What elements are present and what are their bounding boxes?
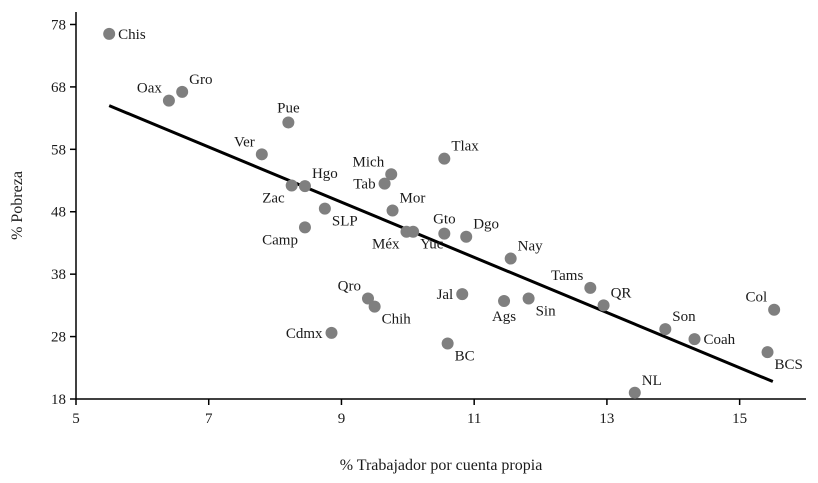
y-tick-label: 48 (51, 205, 66, 221)
data-point-hgo (298, 180, 311, 193)
point-label-chis: Chis (118, 27, 146, 43)
point-label-hgo: Hgo (312, 166, 338, 182)
trendline (108, 104, 774, 383)
data-point-son (659, 323, 672, 336)
point-labels: Chis Oax Gro Pue Ver Hgo Zac SLP Camp Mich Tab Mor M… (118, 27, 803, 389)
point-label-jal: Jal (437, 287, 454, 303)
y-tick-label: 78 (51, 17, 66, 33)
y-ticks: 18 28 38 48 58 68 78 (51, 17, 76, 408)
data-point-tams (584, 281, 597, 294)
y-tick-label: 28 (51, 330, 66, 346)
x-axis-title: % Trabajador por cuenta propia (340, 457, 543, 474)
point-label-slp: SLP (332, 214, 358, 230)
data-point-qr (597, 299, 610, 312)
point-label-gro: Gro (189, 72, 212, 88)
point-label-son: Son (672, 309, 696, 325)
x-tick-label: 11 (467, 411, 481, 427)
data-point-dgo (460, 230, 473, 243)
data-point-yuc (407, 225, 420, 238)
x-tick-label: 15 (732, 411, 747, 427)
data-point-chih (368, 300, 381, 313)
point-label-pue: Pue (277, 100, 300, 116)
data-point-nl (628, 386, 641, 399)
data-point-cdmx (325, 326, 338, 339)
y-tick-label: 38 (51, 267, 66, 283)
data-point-col (768, 303, 781, 316)
point-label-col: Col (745, 290, 767, 306)
point-label-chih: Chih (382, 312, 412, 328)
x-tick-label: 9 (338, 411, 346, 427)
point-label-mor: Mor (400, 190, 426, 206)
point-label-dgo: Dgo (473, 217, 499, 233)
data-point-qro (362, 292, 374, 305)
point-label-camp: Camp (262, 232, 298, 248)
data-point-gto (438, 227, 451, 240)
data-point-mor (386, 204, 399, 217)
x-ticks: 5 7 9 11 13 15 (72, 399, 747, 427)
point-label-cdmx: Cdmx (286, 326, 323, 342)
data-point-camp (298, 221, 311, 234)
x-tick-label: 5 (72, 411, 80, 427)
point-label-tab: Tab (353, 177, 375, 193)
data-points (103, 27, 781, 399)
point-label-sin: Sin (536, 304, 557, 320)
data-point-mich (385, 168, 398, 181)
data-point-ver (255, 148, 268, 161)
data-point-sin (522, 292, 535, 305)
point-label-nay: Nay (518, 239, 543, 255)
point-label-qro: Qro (338, 279, 361, 295)
data-point-jal (456, 288, 469, 301)
data-point-bcs (761, 346, 774, 359)
point-label-ags: Ags (492, 309, 516, 325)
point-label-tlax: Tlax (451, 139, 479, 155)
x-tick-label: 7 (205, 411, 213, 427)
y-tick-label: 18 (51, 392, 66, 408)
point-label-ver: Ver (234, 134, 255, 150)
data-point-gro (176, 85, 189, 98)
data-point-zac (285, 179, 298, 192)
data-point-nay (504, 252, 517, 265)
axes (75, 12, 806, 400)
point-label-zac: Zac (262, 191, 285, 207)
point-label-méx: Méx (372, 237, 400, 253)
data-point-tlax (438, 152, 451, 165)
y-tick-label: 58 (51, 142, 66, 158)
point-label-tams: Tams (551, 268, 583, 284)
point-label-bcs: BCS (775, 357, 803, 373)
point-label-gto: Gto (433, 212, 456, 228)
data-point-coah (688, 333, 701, 346)
data-point-ags (498, 295, 511, 308)
point-label-yuc: Yuc (420, 237, 444, 253)
point-label-qr: QR (611, 285, 632, 301)
y-tick-label: 68 (51, 80, 66, 96)
y-axis-title: % Pobreza (9, 171, 26, 240)
point-label-mich: Mich (353, 154, 385, 170)
data-point-pue (282, 116, 295, 129)
data-point-tab (378, 177, 391, 190)
point-label-oax: Oax (137, 81, 162, 97)
data-point-chis (103, 27, 116, 40)
data-point-bc (441, 337, 454, 350)
point-label-nl: NL (642, 373, 662, 389)
data-point-oax (162, 94, 175, 107)
point-label-coah: Coah (704, 332, 736, 348)
point-label-bc: BC (455, 348, 475, 364)
x-tick-label: 13 (599, 411, 614, 427)
data-point-slp (318, 202, 331, 215)
